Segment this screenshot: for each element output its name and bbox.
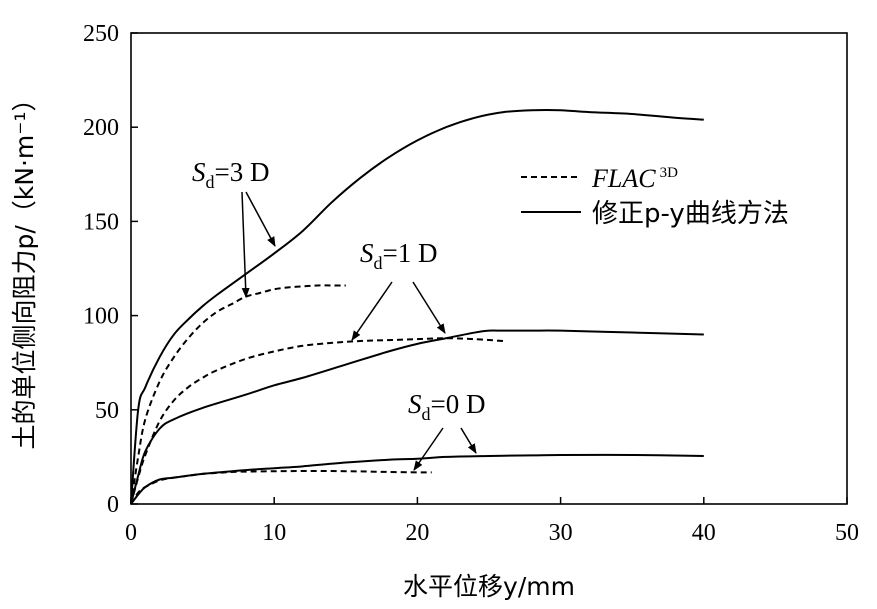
series-line-solid-0 bbox=[130, 109, 704, 505]
annotation-sd3: Sd=3 D bbox=[192, 157, 269, 192]
y-tick-label: 250 bbox=[83, 21, 119, 47]
arrow-sd3-dashed bbox=[241, 191, 250, 298]
series-line-solid-2 bbox=[130, 329, 704, 505]
y-tick-label: 150 bbox=[83, 209, 119, 235]
legend: FLAC 3D 修正p-y曲线方法 bbox=[521, 164, 789, 229]
arrow-sd1-solid bbox=[412, 281, 446, 334]
x-axis-label: 水平位移y/mm bbox=[403, 572, 575, 601]
annotation-sd0: Sd=0 D bbox=[408, 389, 485, 424]
axis-ticks: 0 10 20 30 40 50 0 50 100 150 200 250 bbox=[83, 21, 859, 546]
y-tick-label: 100 bbox=[83, 304, 119, 330]
arrow-sd0-dashed bbox=[413, 427, 444, 471]
x-tick-label: 50 bbox=[835, 520, 859, 546]
arrow-sd1-dashed bbox=[351, 281, 393, 341]
series-layer bbox=[130, 109, 704, 505]
y-tick-label: 0 bbox=[107, 492, 119, 518]
x-tick-label: 30 bbox=[549, 520, 573, 546]
y-tick-label: 50 bbox=[95, 398, 119, 424]
plot-frame bbox=[130, 32, 848, 505]
series-line-dashed-5 bbox=[130, 469, 432, 505]
x-tick-label: 0 bbox=[125, 520, 137, 546]
series-line-dashed-1 bbox=[130, 284, 346, 505]
y-axis-label: 土的单位侧向阻力p/（kN·m⁻¹） bbox=[10, 87, 39, 450]
annotation-sd1: Sd=1 D bbox=[360, 238, 437, 273]
x-tick-label: 20 bbox=[405, 520, 429, 546]
arrow-sd3-solid bbox=[245, 191, 276, 247]
series-line-solid-4 bbox=[130, 453, 704, 505]
x-tick-label: 10 bbox=[262, 520, 286, 546]
series-line-dashed-3 bbox=[130, 337, 504, 505]
legend-label-flac: FLAC 3D bbox=[591, 164, 678, 193]
y-tick-label: 200 bbox=[83, 115, 119, 141]
legend-label-modified-py: 修正p-y曲线方法 bbox=[592, 199, 789, 229]
x-tick-label: 40 bbox=[692, 520, 716, 546]
arrow-sd0-solid bbox=[460, 427, 477, 454]
